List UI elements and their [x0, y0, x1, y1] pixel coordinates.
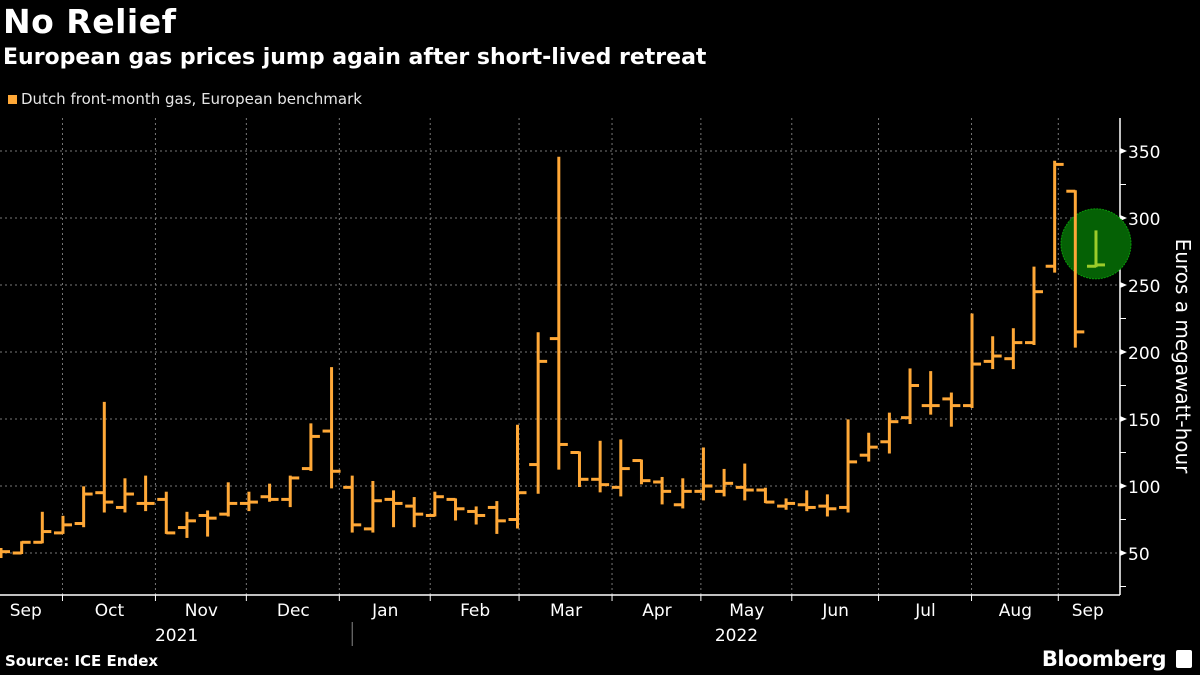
ohlc-bar [239, 491, 258, 512]
y-tick-label: 250 [1128, 277, 1160, 297]
ohlc-bar [384, 490, 403, 528]
ohlc-bar [777, 498, 796, 510]
ohlc-bar [425, 491, 444, 517]
ohlc-bar [694, 447, 713, 501]
ohlc-bar [818, 494, 837, 517]
ohlc-bar [322, 367, 341, 489]
chart-title: No Relief [3, 2, 177, 41]
ohlc-bar [839, 419, 858, 513]
ohlc-bar [508, 424, 527, 529]
y-tick-label: 150 [1128, 411, 1160, 431]
bloomberg-logo: Bloomberg [1042, 647, 1192, 671]
ohlc-bar [611, 439, 630, 497]
x-month-label: Oct [95, 601, 125, 621]
x-month-label: Dec [277, 601, 310, 621]
ohlc-bar [1004, 328, 1023, 370]
ohlc-bar [983, 336, 1002, 370]
y-major-tick [1120, 483, 1127, 489]
x-month-label: Sep [1072, 601, 1104, 621]
ohlc-bar [880, 412, 899, 454]
ohlc-bar [363, 480, 382, 533]
y-major-tick [1120, 550, 1127, 556]
ohlc-bar [1086, 230, 1105, 268]
ohlc-bar [0, 547, 10, 559]
ohlc-bar [1066, 189, 1085, 348]
ohlc-bar [756, 487, 775, 504]
ohlc-bar [219, 482, 238, 517]
ohlc-bar [673, 478, 692, 509]
ohlc-bar [735, 463, 754, 501]
ohlc-bar [53, 515, 72, 535]
brand-wordmark: Bloomberg [1041, 647, 1167, 671]
ohlc-bar [446, 497, 465, 521]
ohlc-bar [136, 475, 155, 512]
ohlc-bar [95, 401, 114, 513]
y-tick-label: 200 [1128, 344, 1160, 364]
ohlc-bar [74, 486, 93, 528]
y-major-tick [1120, 282, 1127, 288]
ohlc-bar [921, 371, 940, 415]
ohlc-bar [467, 506, 486, 525]
ohlc-bar [591, 440, 610, 493]
ohlc-bar [157, 491, 176, 535]
x-month-label: May [729, 601, 764, 621]
y-major-tick [1120, 349, 1127, 355]
ohlc-bar [177, 511, 196, 538]
x-year-label: 2022 [715, 626, 758, 646]
ohlc-bar [549, 156, 568, 470]
ohlc-bar [653, 476, 672, 505]
x-month-label: Jan [371, 601, 398, 621]
y-tick-label: 100 [1128, 478, 1160, 498]
x-month-label: Sep [10, 601, 42, 621]
y-major-tick [1120, 148, 1127, 154]
legend-swatch [8, 94, 17, 104]
x-month-label: Jul [914, 601, 936, 621]
ohlc-bar [1025, 266, 1043, 345]
ohlc-bar [198, 510, 217, 537]
y-tick-label: 350 [1128, 143, 1160, 163]
x-month-label: Mar [550, 601, 582, 621]
ohlc-bar [12, 540, 31, 555]
ohlc-bar [1045, 160, 1064, 273]
ohlc-bar [301, 423, 320, 471]
legend-label: Dutch front-month gas, European benchmar… [21, 90, 362, 108]
ohlc-bar [343, 475, 362, 533]
bloomberg-chart-icon [1176, 650, 1192, 668]
x-month-label: Nov [185, 601, 218, 621]
ohlc-bar [901, 368, 920, 425]
ohlc-bar [260, 483, 279, 502]
ohlc-bar [797, 490, 816, 512]
y-axis-label: Euros a megawatt-hour [1171, 239, 1195, 475]
ohlc-bar [715, 468, 734, 497]
x-month-label: Aug [999, 601, 1032, 621]
ohlc-bar [405, 497, 424, 528]
ohlc-bar [115, 478, 134, 513]
x-month-label: Apr [642, 601, 671, 621]
ohlc-bar [487, 501, 506, 534]
ohlc-bar [963, 313, 982, 408]
ohlc-bar [859, 432, 878, 462]
ohlc-bar [33, 511, 52, 544]
ohlc-bar [632, 459, 651, 485]
x-month-label: Feb [460, 601, 490, 621]
y-tick-label: 50 [1128, 545, 1150, 565]
y-tick-label: 300 [1128, 210, 1160, 230]
ohlc-bar [570, 451, 589, 487]
legend: Dutch front-month gas, European benchmar… [8, 90, 362, 108]
ohlc-bar [281, 475, 300, 508]
x-month-label: Jun [821, 601, 849, 621]
x-year-label: 2021 [155, 626, 198, 646]
chart-subtitle: European gas prices jump again after sho… [3, 45, 707, 70]
source-note: Source: ICE Endex [5, 652, 159, 670]
y-major-tick [1120, 416, 1127, 422]
ohlc-bar [942, 392, 961, 427]
ohlc-bar [529, 332, 548, 494]
